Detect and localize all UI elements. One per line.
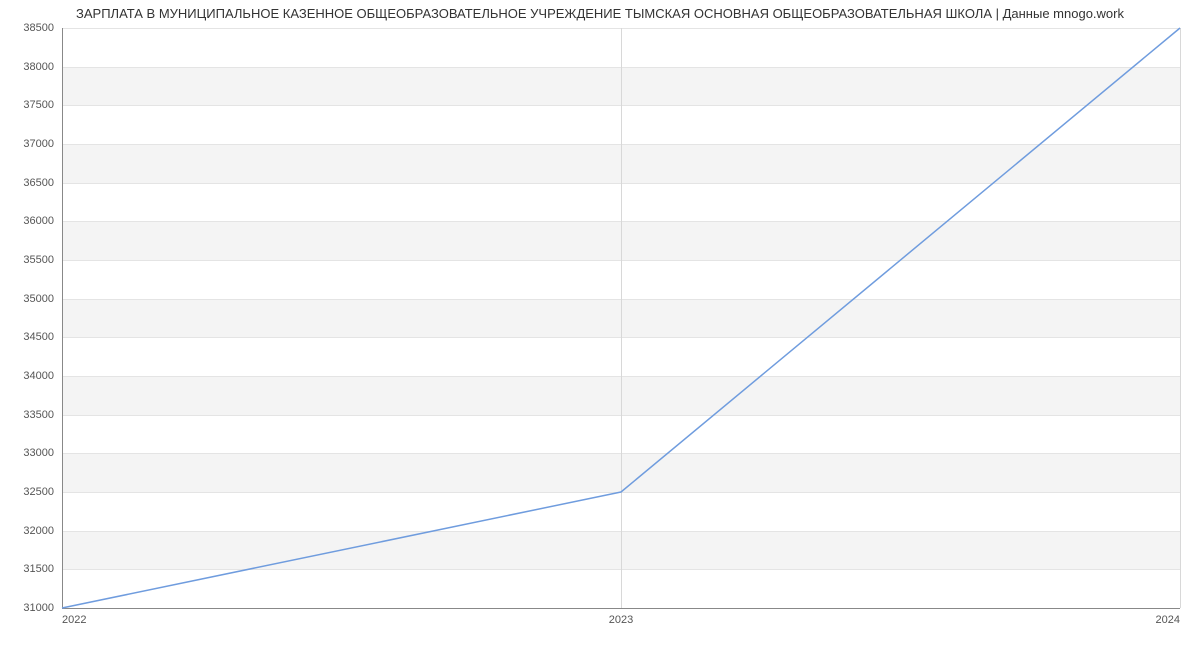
x-axis-line [62, 608, 1180, 609]
x-gridline [1180, 28, 1181, 608]
y-tick-label: 36500 [23, 177, 54, 189]
y-tick-label: 31000 [23, 602, 54, 614]
x-tick-label: 2024 [1156, 614, 1180, 626]
y-tick-label: 35000 [23, 293, 54, 305]
y-tick-label: 32000 [23, 525, 54, 537]
plot-area: 3100031500320003250033000335003400034500… [62, 28, 1180, 608]
chart-container: ЗАРПЛАТА В МУНИЦИПАЛЬНОЕ КАЗЕННОЕ ОБЩЕОБ… [0, 0, 1200, 650]
chart-title: ЗАРПЛАТА В МУНИЦИПАЛЬНОЕ КАЗЕННОЕ ОБЩЕОБ… [0, 6, 1200, 21]
y-tick-label: 35500 [23, 254, 54, 266]
y-tick-label: 38000 [23, 61, 54, 73]
y-tick-label: 33500 [23, 409, 54, 421]
line-layer [62, 28, 1180, 608]
y-tick-label: 37500 [23, 99, 54, 111]
y-tick-label: 32500 [23, 486, 54, 498]
y-tick-label: 34500 [23, 331, 54, 343]
x-tick-label: 2023 [609, 614, 633, 626]
y-tick-label: 34000 [23, 370, 54, 382]
x-tick-label: 2022 [62, 614, 86, 626]
y-tick-label: 31500 [23, 563, 54, 575]
y-tick-label: 38500 [23, 22, 54, 34]
y-tick-label: 33000 [23, 447, 54, 459]
series-line-salary [62, 28, 1180, 608]
y-tick-label: 37000 [23, 138, 54, 150]
y-tick-label: 36000 [23, 215, 54, 227]
